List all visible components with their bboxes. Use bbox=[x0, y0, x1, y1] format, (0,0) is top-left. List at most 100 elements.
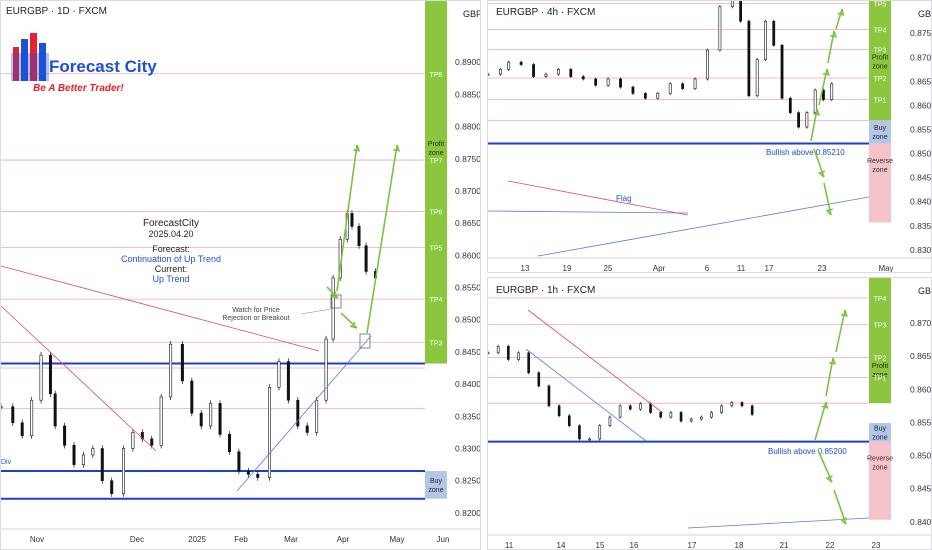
forecast-arrow bbox=[825, 357, 834, 397]
forecast-arrow-head bbox=[330, 291, 339, 299]
candle-body bbox=[608, 416, 612, 427]
candle-body bbox=[20, 422, 24, 436]
forecast-arrow bbox=[366, 144, 398, 334]
candle-body bbox=[797, 112, 800, 128]
candle-body bbox=[39, 354, 43, 401]
tp-label-tp1: TP1 bbox=[874, 375, 887, 382]
resistance-trendline bbox=[1, 305, 157, 452]
forecast-arrow-head bbox=[353, 144, 361, 152]
time-tick-label: 18 bbox=[735, 541, 744, 550]
candle-body bbox=[669, 412, 673, 418]
buy-zone-label: zone bbox=[872, 434, 887, 441]
forecast-arrow bbox=[326, 286, 339, 299]
time-tick-label: 22 bbox=[826, 541, 835, 550]
candle-body bbox=[72, 444, 76, 465]
candle-body bbox=[53, 393, 57, 427]
4h-chart-svg[interactable]: Reverse zone Buy zone Profit zone TP5 TP4 TP3 TP2… bbox=[488, 1, 932, 273]
time-tick-label: 17 bbox=[765, 264, 774, 273]
time-tick-label: May bbox=[878, 264, 893, 273]
tp-label-tp2: TP2 bbox=[430, 366, 443, 373]
daily-chart-svg[interactable]: Buy zone Profit zone TP8 TP7 TP6 TP5 TP4 TP3 TP2 TP… bbox=[1, 1, 481, 550]
forecast-date: 2025.04.20 bbox=[148, 229, 194, 239]
profit-zone bbox=[869, 1, 891, 121]
price-tick-label: 0.89000 bbox=[455, 57, 481, 67]
forecast-arrow-head bbox=[822, 68, 830, 76]
buy-zone-label: Buy bbox=[874, 425, 887, 432]
candle-body bbox=[693, 78, 697, 89]
reverse-zone-label: Reverse bbox=[867, 158, 893, 165]
candle-body bbox=[121, 448, 125, 494]
candle-body bbox=[594, 78, 598, 86]
current-label: Current: bbox=[154, 264, 188, 274]
1h-chart-svg[interactable]: Reverse zone Buy zone Profit zone TP4 TP3 TP2 TP1… bbox=[488, 278, 932, 550]
time-tick-label: Apr bbox=[337, 535, 350, 544]
reverse-zone-label: zone bbox=[872, 465, 887, 472]
support-trendline bbox=[525, 348, 647, 442]
time-tick-label: Feb bbox=[234, 535, 248, 544]
candle-body bbox=[527, 352, 530, 374]
tp-label-tp5: TP5 bbox=[874, 1, 887, 8]
tp-label-tp8: TP8 bbox=[430, 72, 443, 79]
time-tick-label: Mar bbox=[284, 535, 298, 544]
candle-body bbox=[557, 405, 561, 417]
candle-body bbox=[557, 69, 560, 75]
candle-body bbox=[237, 451, 241, 472]
brand-logo[interactable]: Forecast City Be A Better Trader! bbox=[11, 31, 157, 101]
forecast-brand: ForecastCity bbox=[142, 218, 200, 229]
forecast-arrow-head bbox=[393, 144, 401, 152]
buy-zone bbox=[869, 120, 891, 144]
buy-zone bbox=[425, 471, 447, 499]
reverse-zone-label: Reverse bbox=[867, 456, 893, 463]
candle-body bbox=[227, 434, 231, 453]
candle-body bbox=[730, 1, 734, 8]
forecast-arrow-head bbox=[840, 309, 848, 317]
bullish-label: Bullish above 0.85210 bbox=[766, 148, 845, 157]
time-tick-label: May bbox=[389, 535, 404, 544]
candle-body bbox=[547, 385, 551, 407]
candle-body bbox=[496, 345, 500, 354]
candle-body bbox=[739, 1, 743, 22]
candle-body bbox=[91, 448, 95, 456]
tp-label-tp4: TP4 bbox=[430, 297, 443, 304]
candle-body bbox=[180, 343, 184, 382]
candle-body bbox=[578, 425, 581, 440]
time-tick-label: 6 bbox=[705, 264, 710, 273]
candle-body bbox=[150, 438, 154, 446]
chart-title: EURGBP · 4h · FXCM bbox=[496, 7, 596, 18]
buy-zone-label: zone bbox=[428, 487, 443, 494]
time-tick-label: Dec bbox=[130, 535, 144, 544]
profit-zone-label: Profit bbox=[872, 363, 888, 370]
forecast-arrow bbox=[835, 309, 846, 353]
forecast-box: ForecastCity 2025.04.20 Forecast: Contin… bbox=[111, 218, 231, 285]
brand-name: Forecast City bbox=[49, 57, 157, 76]
time-tick-label: 23 bbox=[872, 541, 881, 550]
candle-body bbox=[256, 473, 260, 478]
candle-body bbox=[110, 480, 114, 494]
price-axis-bg bbox=[891, 1, 931, 258]
candle-body bbox=[1, 406, 3, 408]
candle-body bbox=[169, 343, 173, 398]
forecast-arrow-head bbox=[825, 208, 833, 216]
tp-label-tp1: TP1 bbox=[430, 407, 443, 414]
city-logo-icon bbox=[11, 33, 49, 81]
candle-body bbox=[131, 432, 135, 449]
forecast-arrow-head bbox=[817, 170, 826, 178]
forecast-arrow bbox=[818, 68, 828, 106]
candle-body bbox=[679, 412, 683, 422]
profit-zone-label: zone bbox=[872, 372, 887, 379]
candle-body bbox=[588, 438, 591, 441]
watch-note: Watch for Price Rejection or Breakout bbox=[201, 307, 311, 323]
candle-body bbox=[750, 405, 754, 415]
watch-box bbox=[359, 333, 371, 349]
